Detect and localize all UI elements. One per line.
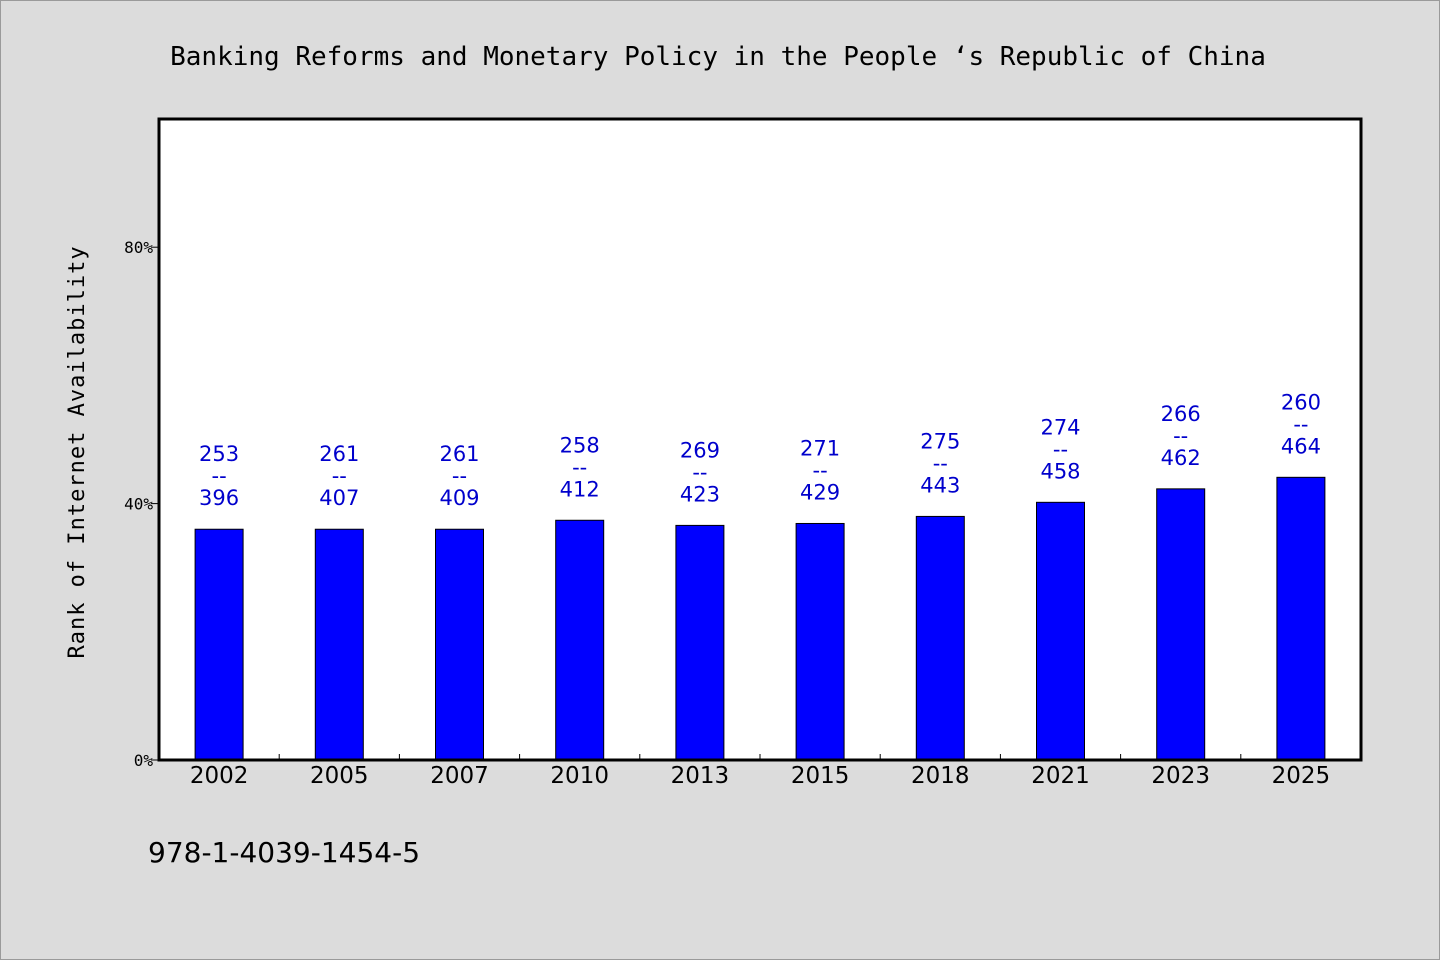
bar-label-2013-2: 423 [680, 482, 720, 506]
chart-title: Banking Reforms and Monetary Policy in t… [170, 42, 1266, 72]
bar-label-2023-1: -- [1173, 424, 1188, 448]
x-axis-ticks: 2002 2005 2007 2010 2013 2015 2018 2021 2023 2025 [190, 754, 1330, 789]
bar-label-2010-0: 258 [560, 433, 600, 457]
y-axis-ticks: 0% 40% 80% [124, 238, 159, 770]
bar-label-2023-2: 462 [1161, 446, 1201, 470]
bar-label-2015-0: 271 [800, 436, 840, 460]
bar-label-2021-2: 458 [1040, 459, 1080, 483]
isbn-label: 978-1-4039-1454-5 [148, 836, 420, 869]
bar-label-2010-1: -- [572, 455, 587, 479]
bar-2018 [915, 515, 965, 761]
bar-label-2013-0: 269 [680, 438, 720, 462]
bar-label-2018-2: 443 [920, 473, 960, 497]
y-axis-label: Rank of Internet Availability [65, 245, 90, 658]
bar-label-2018-1: -- [933, 451, 948, 475]
bar-2005 [314, 528, 364, 761]
bar-2002 [194, 528, 244, 761]
bar-label-2025-2: 464 [1281, 434, 1321, 458]
x-tick-label-2023: 2023 [1151, 763, 1210, 789]
bar-label-2002-0: 253 [199, 442, 239, 466]
bar-2023 [1156, 488, 1206, 761]
bar-label-2010-2: 412 [560, 477, 600, 501]
bar-label-2025-1: -- [1293, 412, 1308, 436]
bar-2013 [675, 524, 725, 761]
x-tick-label-2025: 2025 [1272, 763, 1331, 789]
x-tick-label-2007: 2007 [430, 763, 489, 789]
bar-label-2002-2: 396 [199, 486, 239, 510]
y-tick-label-0: 0% [134, 751, 154, 770]
x-tick-label-2021: 2021 [1031, 763, 1090, 789]
bar-2007 [435, 528, 484, 761]
x-tick-label-2010: 2010 [550, 763, 609, 789]
bar-label-2021-0: 274 [1040, 415, 1080, 439]
x-tick-label-2018: 2018 [911, 763, 970, 789]
bar-label-2025-0: 260 [1281, 390, 1321, 414]
x-tick-label-2005: 2005 [310, 763, 369, 789]
bar-label-2021-1: -- [1053, 437, 1068, 461]
x-tick-label-2013: 2013 [671, 763, 730, 789]
y-tick-label-1: 40% [124, 495, 153, 514]
bar-label-2005-1: -- [332, 464, 347, 488]
bar-2021 [1036, 501, 1085, 761]
bar-label-2007-0: 261 [439, 442, 479, 466]
bar-label-2018-0: 275 [920, 429, 960, 453]
bar-label-2015-1: -- [813, 458, 828, 482]
bars-group: 253--396261--407261--409258--412269--423… [194, 390, 1326, 761]
plot-border [157, 117, 1363, 762]
bar-label-2002-1: -- [212, 464, 227, 488]
bar-label-2005-0: 261 [319, 442, 359, 466]
bar-2025 [1276, 476, 1326, 761]
bar-label-2015-2: 429 [800, 480, 840, 504]
x-tick-label-2015: 2015 [791, 763, 850, 789]
bar-2010 [555, 519, 605, 761]
bar-2015 [795, 522, 845, 761]
bar-label-2023-0: 266 [1161, 402, 1201, 426]
bar-label-2005-2: 407 [319, 486, 359, 510]
bar-label-2013-1: -- [692, 460, 707, 484]
bar-label-2007-1: -- [452, 464, 467, 488]
x-tick-label-2002: 2002 [190, 763, 249, 789]
bar-label-2007-2: 409 [439, 486, 479, 510]
y-tick-label-2: 80% [124, 238, 153, 257]
